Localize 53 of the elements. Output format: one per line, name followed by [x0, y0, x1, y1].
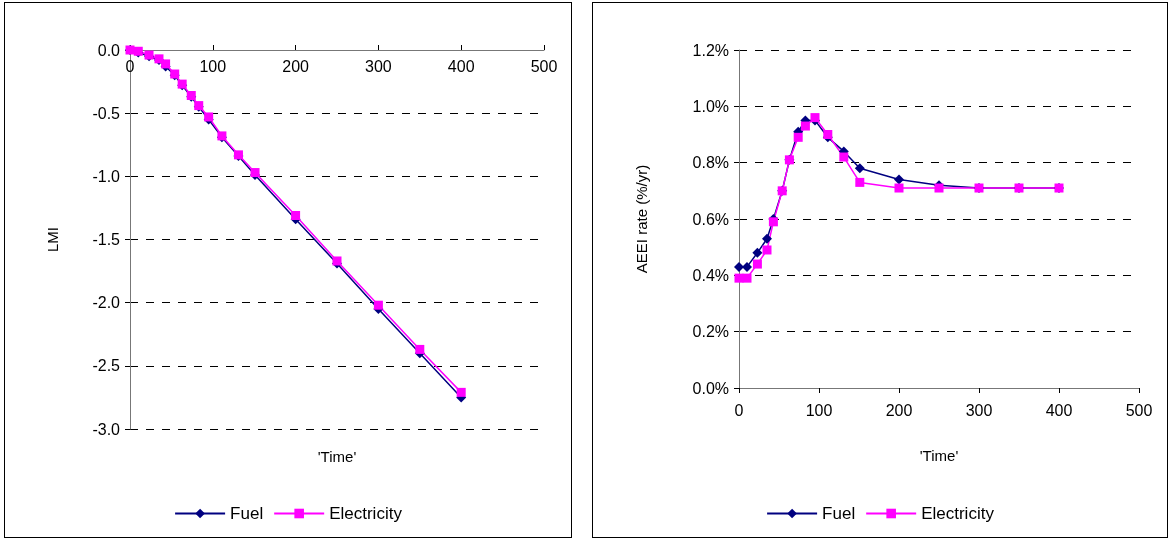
x-tick-label: 100: [805, 401, 833, 419]
y-axis-title: AEEI rate (%/yr): [633, 164, 650, 274]
x-tick-label: 500: [530, 57, 558, 75]
x-tick-label: 400: [1045, 401, 1073, 419]
y-tick-label: -1.5: [92, 231, 121, 248]
x-tick-label: 200: [282, 57, 310, 75]
point: [839, 152, 849, 162]
point: [823, 130, 833, 139]
point: [800, 121, 810, 131]
point: [291, 211, 301, 220]
x-tick-label: 300: [365, 57, 392, 75]
point: [762, 233, 772, 244]
x-tick-label: 0: [125, 57, 135, 75]
y-tick-label: 0.2%: [692, 323, 729, 341]
point: [742, 261, 752, 272]
point: [734, 261, 744, 272]
y-axis-title: LMI: [44, 226, 61, 253]
point: [894, 183, 904, 193]
y-tick-label: -3.0: [92, 420, 121, 438]
x-axis-title: 'Time': [317, 447, 357, 465]
point: [855, 177, 865, 187]
y-tick-label: 1.2%: [692, 41, 729, 59]
x-tick-label: 400: [447, 57, 475, 75]
y-tick-label: 0.6%: [692, 210, 729, 228]
y-tick-label: -1.0: [92, 167, 121, 185]
y-tick-label: 0.0%: [692, 379, 729, 397]
point: [373, 300, 383, 310]
x-tick-label: 200: [885, 401, 913, 419]
point: [415, 344, 425, 354]
point: [793, 132, 803, 142]
point: [854, 163, 865, 174]
point: [894, 174, 904, 185]
y-tick-label: -2.0: [92, 294, 121, 312]
x-axis-title: 'Time': [919, 446, 959, 464]
legend-label: Electricity: [329, 504, 403, 523]
x-tick-label: 100: [199, 57, 227, 75]
x-tick-label: 500: [1125, 401, 1153, 419]
y-tick-label: -0.5: [92, 104, 121, 122]
y-tick-label: -2.5: [92, 357, 121, 375]
point: [762, 245, 772, 255]
y-tick-label: 0.4%: [692, 266, 729, 284]
point: [456, 387, 466, 397]
legend-label: Fuel: [822, 504, 856, 523]
point: [752, 259, 762, 269]
legend-label: Fuel: [230, 504, 264, 523]
x-tick-label: 300: [965, 401, 993, 419]
y-tick-label: 0.8%: [692, 154, 729, 172]
point: [742, 273, 752, 283]
y-tick-label: 1.0%: [692, 97, 729, 115]
y-tick-label: 0.0: [97, 41, 121, 59]
legend-label: Electricity: [921, 504, 995, 523]
point: [752, 247, 763, 258]
x-tick-label: 0: [734, 401, 744, 419]
